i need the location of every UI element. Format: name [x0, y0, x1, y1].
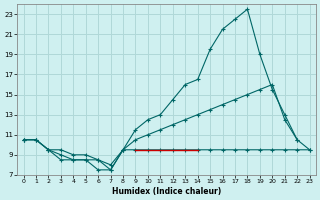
X-axis label: Humidex (Indice chaleur): Humidex (Indice chaleur) [112, 187, 221, 196]
